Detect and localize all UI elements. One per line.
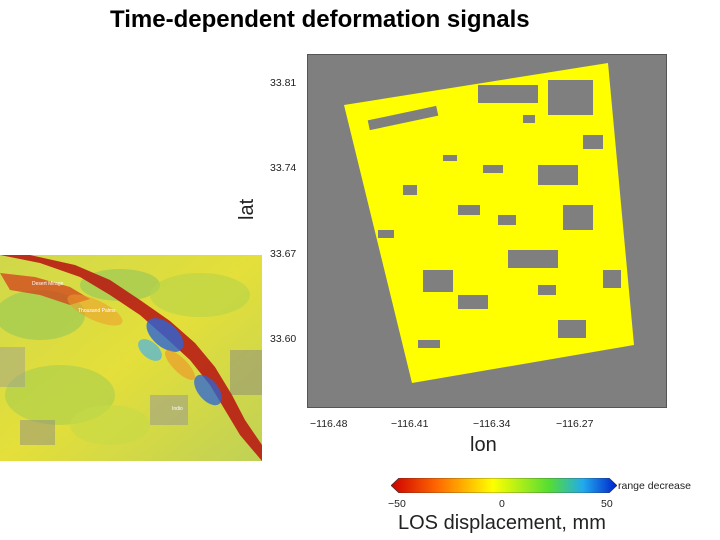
x-tick-label: −116.27 <box>556 418 594 430</box>
x-axis-label: lon <box>470 434 497 456</box>
slide-title: Time-dependent deformation signals <box>110 6 530 33</box>
colorbar-min-label: −50 <box>388 498 406 510</box>
colorbar-end-note: range decrease <box>618 480 691 492</box>
place-label-thousand-palms: Thousand Palms <box>78 308 116 314</box>
x-tick-label: −116.34 <box>473 418 511 430</box>
colorbar <box>391 478 617 493</box>
x-tick-label: −116.41 <box>391 418 429 430</box>
y-tick-label: 33.67 <box>270 248 297 260</box>
y-tick-label: 33.60 <box>270 333 297 345</box>
x-tick-label: −116.48 <box>310 418 348 430</box>
place-label-indio: Indio <box>172 406 183 412</box>
y-tick-label: 33.81 <box>270 77 297 89</box>
y-tick-label: 33.74 <box>270 162 297 174</box>
inset-deformation-map: Desert Mirage Thousand Palms Indio <box>0 255 262 461</box>
signal-footprint <box>344 63 634 383</box>
y-axis-label: lat <box>236 198 258 220</box>
colorbar-title: LOS displacement, mm <box>398 512 606 534</box>
data-gaps <box>367 80 621 348</box>
colorbar-max-label: 50 <box>601 498 613 510</box>
deformation-plot <box>307 54 667 408</box>
place-label-desert-mirage: Desert Mirage <box>32 281 64 287</box>
colorbar-mid-label: 0 <box>499 498 505 510</box>
